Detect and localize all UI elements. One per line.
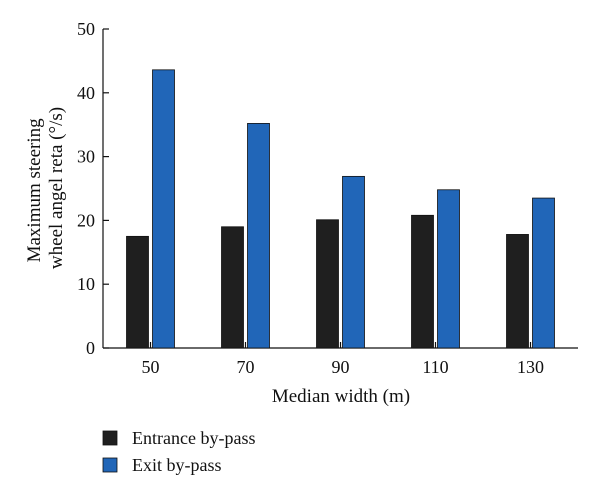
bar-exit-90: [342, 175, 365, 349]
bar-exit-50: [152, 69, 175, 349]
legend: Entrance by-pass Exit by-pass: [102, 428, 255, 475]
y-tick-label: 40: [77, 83, 95, 103]
axes: [102, 28, 578, 349]
bars: [126, 69, 555, 349]
y-tick-label: 10: [77, 274, 95, 294]
y-tick-label: 0: [86, 338, 95, 358]
x-tick-label: 90: [332, 357, 350, 377]
y-axis-title: Maximum steering wheel angel reta (°/s): [24, 107, 67, 269]
y-axis-title-line-1: Maximum steering: [24, 118, 45, 263]
bar-exit-130: [532, 197, 555, 349]
bar-entrance-50: [126, 235, 149, 349]
bar-entrance-90: [316, 219, 339, 349]
legend-label-exit: Exit by-pass: [132, 455, 222, 475]
y-tick-label: 50: [77, 19, 95, 39]
y-tick-label: 30: [77, 147, 95, 167]
legend-swatch-entrance: [102, 430, 118, 446]
x-tick-label: 50: [142, 357, 160, 377]
x-axis-title: Median width (m): [272, 386, 410, 407]
bar-exit-70: [247, 123, 270, 349]
bar-entrance-110: [411, 214, 434, 349]
x-tick-label: 70: [237, 357, 255, 377]
y-tick-label: 20: [77, 210, 95, 230]
legend-label-entrance: Entrance by-pass: [132, 428, 255, 448]
x-tick-label: 110: [422, 357, 448, 377]
bar-exit-110: [437, 189, 460, 349]
bar-entrance-130: [506, 234, 529, 349]
y-axis-title-line-2: wheel angel reta (°/s): [46, 107, 67, 269]
x-tick-label: 130: [517, 357, 544, 377]
tick-labels: 0 10 20 30 40 50 50 70 90 110 130: [77, 19, 544, 377]
legend-swatch-exit: [102, 457, 118, 473]
bar-entrance-70: [221, 226, 244, 349]
